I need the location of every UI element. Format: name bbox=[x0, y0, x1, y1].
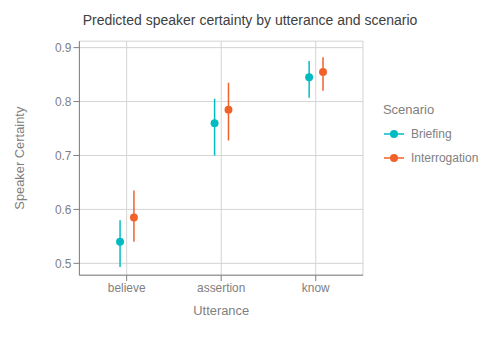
svg-text:assertion: assertion bbox=[197, 281, 245, 295]
svg-text:0.8: 0.8 bbox=[55, 95, 72, 109]
html-text:Scenario: Scenario bbox=[382, 102, 435, 117]
svg-text:Speaker Certainty: Speaker Certainty bbox=[12, 106, 27, 210]
svg-text:0.6: 0.6 bbox=[55, 203, 72, 217]
svg-text:know: know bbox=[302, 281, 330, 295]
html-text:Interrogation: Interrogation bbox=[410, 151, 479, 165]
svg-text:0.7: 0.7 bbox=[55, 149, 72, 163]
html-text:Predicted speaker certainty by: Predicted speaker certainty by utterance… bbox=[82, 12, 418, 28]
svg-text:believe: believe bbox=[108, 281, 146, 295]
svg-text:0.5: 0.5 bbox=[55, 257, 72, 271]
svg-text:0.9: 0.9 bbox=[55, 41, 72, 55]
html-text:Briefing: Briefing bbox=[410, 127, 452, 141]
svg-text:Utterance: Utterance bbox=[193, 303, 249, 318]
